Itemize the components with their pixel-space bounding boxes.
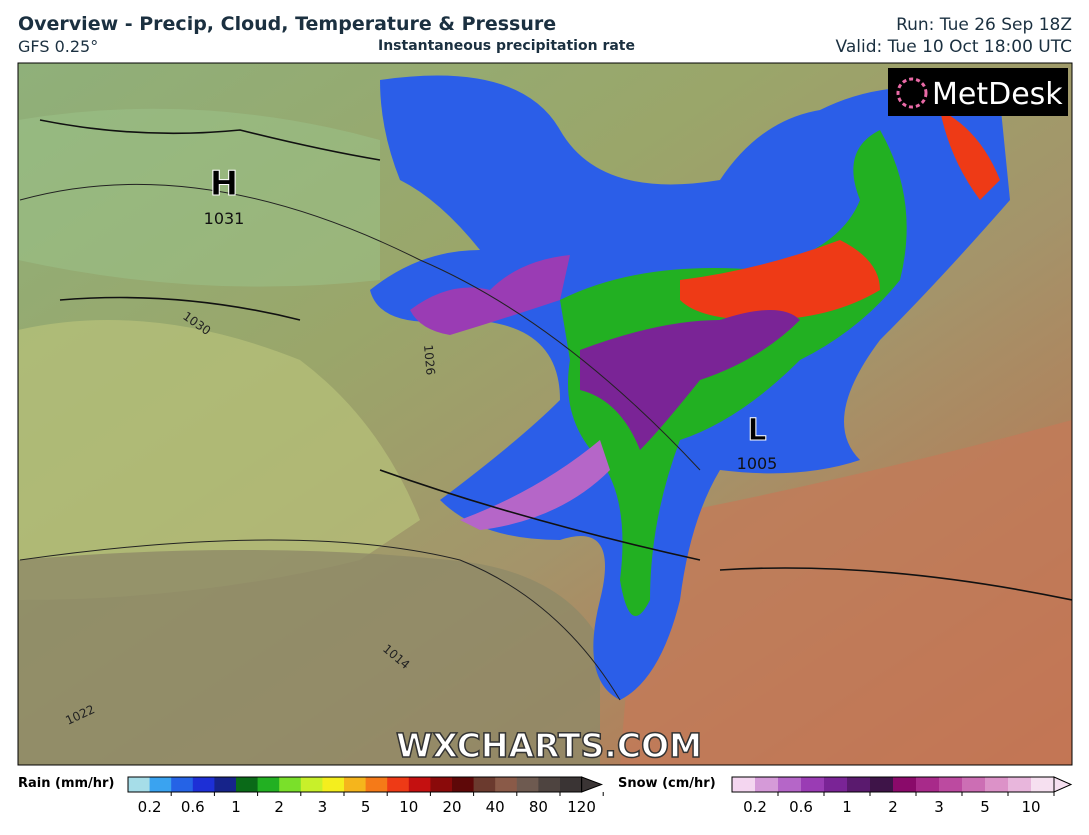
color-swatch: [322, 777, 345, 792]
colorbar-frame: [127, 776, 583, 793]
logo-text: MetDesk: [932, 77, 1063, 112]
rain-colorbar: 0.2 0.6 1 2 3 5 10 20 40 80 120: [127, 776, 604, 816]
isobar-label: 1026: [421, 344, 438, 376]
color-swatch: [560, 777, 583, 792]
title: Overview - Precip, Cloud, Temperature & …: [18, 13, 557, 35]
color-swatch: [962, 777, 986, 792]
color-swatch: [538, 777, 561, 792]
logo-icon: [896, 77, 928, 109]
colorbar-tick-label: 0.2: [138, 798, 162, 816]
colorbar-tick-label: 3: [934, 798, 944, 816]
colorbar-tick-label: 40: [486, 798, 505, 816]
watermark: WXCHARTS.COM: [396, 726, 702, 765]
color-swatch: [755, 777, 779, 792]
model: GFS 0.25°: [18, 37, 99, 56]
snow-colorbar: 0.2 0.6 1 2 3 5 10: [731, 776, 1073, 816]
color-swatch: [985, 777, 1009, 792]
pressure-center-value: 1005: [737, 454, 778, 473]
sea-shade: [18, 550, 600, 765]
valid-time: Valid: Tue 10 Oct 18:00 UTC: [835, 37, 1072, 57]
snow-area: [580, 310, 800, 450]
snow-legend-label: Snow (cm/hr): [618, 776, 716, 791]
color-swatch: [516, 777, 539, 792]
color-swatch: [236, 777, 259, 792]
colorbar-tick-label: 3: [318, 798, 328, 816]
colorbar-tick-label: 20: [442, 798, 461, 816]
map-area: MetDesk WXCHARTS.COM H 1031 L 1005 1030 …: [18, 63, 1072, 765]
color-swatch: [149, 777, 172, 792]
pressure-center-label: H: [210, 164, 238, 204]
color-swatch: [171, 777, 194, 792]
color-swatch: [847, 777, 871, 792]
color-swatch: [1031, 777, 1055, 792]
map-frame: [17, 62, 1073, 766]
colorbar-tick-label: 2: [888, 798, 898, 816]
isobar: [19, 183, 701, 701]
colorbar-tick-label: 1: [231, 798, 241, 816]
color-swatch: [1008, 777, 1032, 792]
color-swatch: [870, 777, 894, 792]
color-swatch: [408, 777, 431, 792]
colorbar-tick-label: 0.6: [181, 798, 205, 816]
colorbar-frame: [731, 776, 1055, 793]
colorbar-tick-label: 1: [842, 798, 852, 816]
colorbar-arrow: [581, 776, 604, 793]
color-swatch: [495, 777, 518, 792]
pressure-center-value: 1031: [204, 209, 245, 228]
color-swatch: [257, 777, 280, 792]
colorbar-tick-label: 120: [567, 798, 596, 816]
color-swatch: [128, 777, 151, 792]
color-swatch: [430, 777, 453, 792]
color-swatch: [365, 777, 388, 792]
color-swatch: [387, 777, 410, 792]
colorbar-tick-label: 0.2: [743, 798, 767, 816]
colorbar-tick-label: 0.6: [789, 798, 813, 816]
color-swatch: [732, 777, 756, 792]
pressure-center-label: L: [747, 413, 766, 448]
color-swatch: [344, 777, 367, 792]
subtitle: Instantaneous precipitation rate: [378, 38, 635, 54]
color-swatch: [778, 777, 802, 792]
colorbar-tick-label: 10: [1021, 798, 1040, 816]
color-swatch: [939, 777, 963, 792]
colorbar-tick-label: 2: [274, 798, 284, 816]
colorbar-tick-label: 10: [399, 798, 418, 816]
desert-shade: [620, 420, 1072, 765]
rain-heavy: [680, 240, 880, 320]
color-swatch: [279, 777, 302, 792]
snow-area-2: [410, 255, 570, 335]
colorbar-arrow: [1053, 776, 1073, 793]
color-swatch: [916, 777, 940, 792]
colorbar-tick-label: 5: [980, 798, 990, 816]
border: [39, 119, 1072, 601]
cloud-shade: [18, 108, 380, 287]
rain-heavy-ne: [940, 110, 1000, 200]
color-swatch: [192, 777, 215, 792]
color-swatch: [801, 777, 825, 792]
land-shade: [18, 320, 420, 600]
color-swatch: [473, 777, 496, 792]
logo-box: [888, 68, 1068, 116]
color-swatch: [214, 777, 237, 792]
colorbar-tick-label: 80: [529, 798, 548, 816]
rain-legend-label: Rain (mm/hr): [18, 776, 114, 791]
colorbar-tick-label: 5: [361, 798, 371, 816]
color-swatch: [893, 777, 917, 792]
color-swatch: [824, 777, 848, 792]
color-swatch: [300, 777, 323, 792]
color-swatch: [452, 777, 475, 792]
run-time: Run: Tue 26 Sep 18Z: [896, 15, 1072, 35]
